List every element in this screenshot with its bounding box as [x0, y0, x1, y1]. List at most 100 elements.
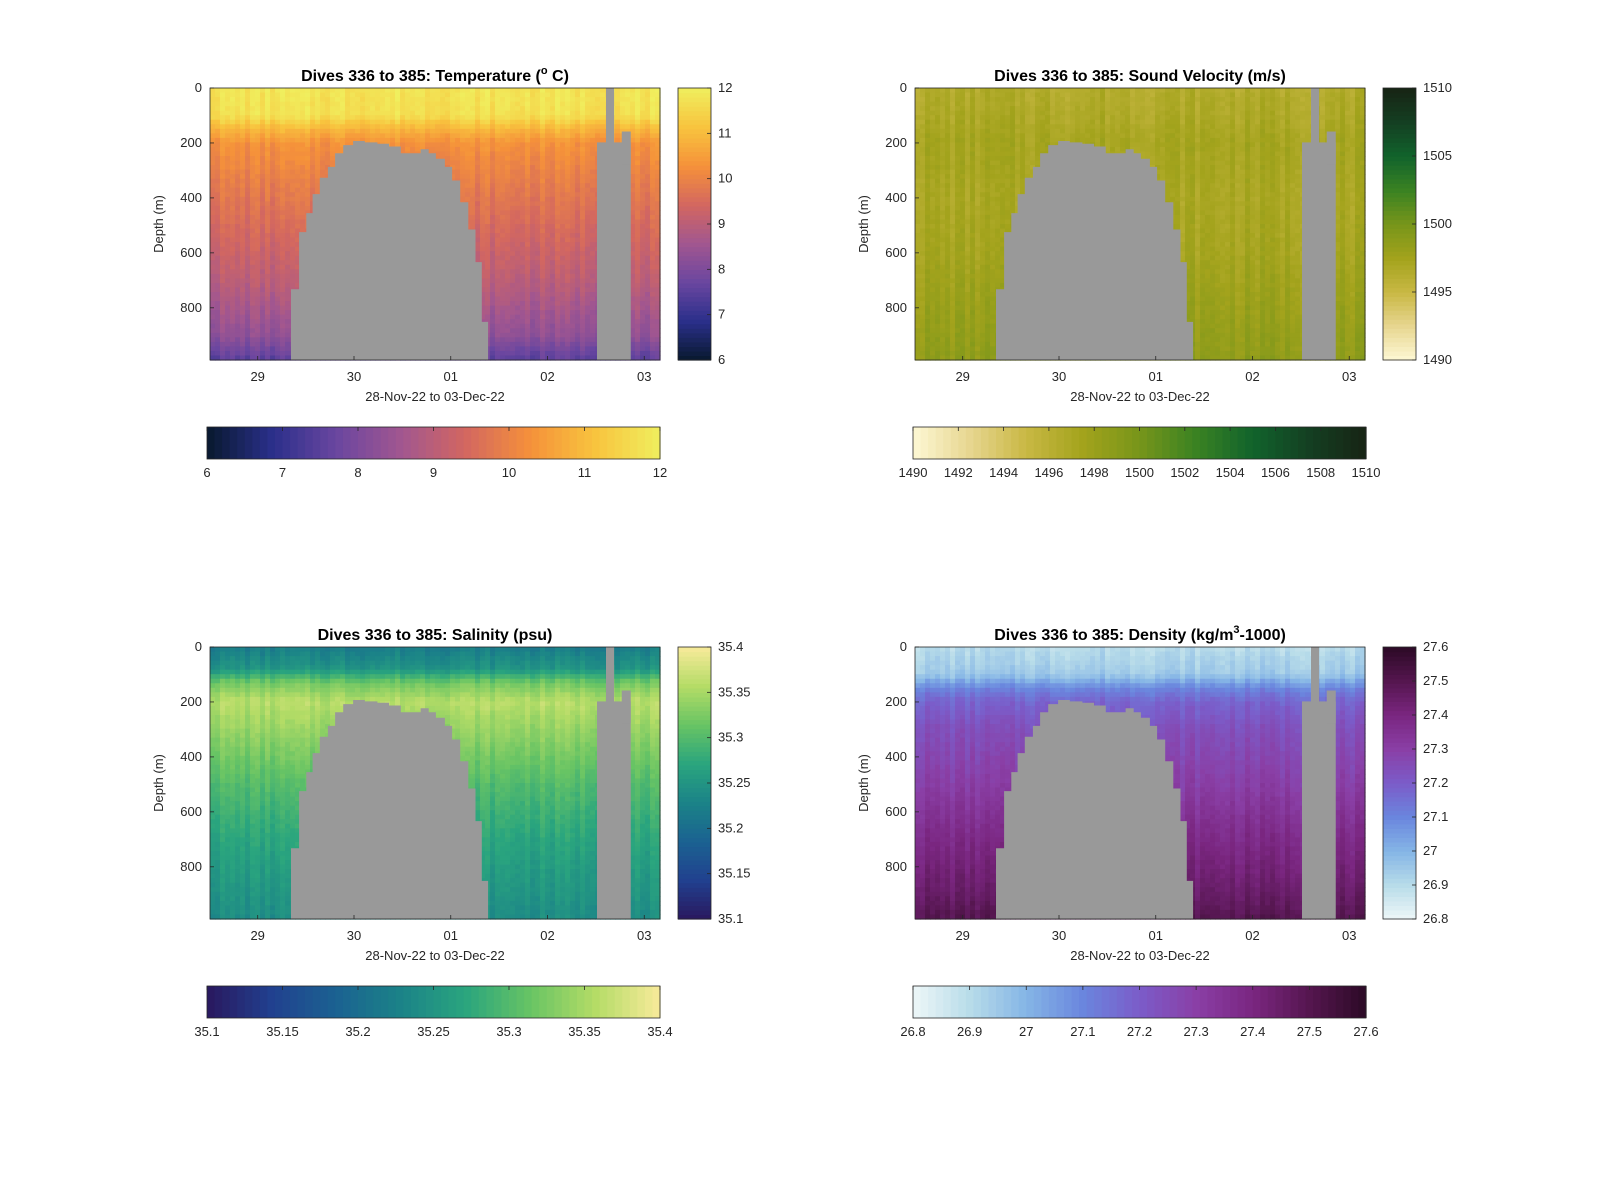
heatmap-cell	[475, 160, 481, 166]
heatmap-cell	[450, 101, 456, 107]
heatmap-cell	[310, 119, 316, 125]
heatmap-cell	[225, 169, 231, 175]
heatmap-cell	[515, 301, 521, 307]
heatmap-cell	[250, 124, 256, 130]
heatmap-cell	[455, 137, 461, 143]
heatmap-cell	[300, 110, 306, 116]
heatmap-cell	[485, 110, 491, 116]
heatmap-cell	[530, 251, 536, 257]
heatmap-cell	[580, 219, 586, 225]
heatmap-cell	[545, 192, 551, 198]
heatmap-cell	[490, 228, 496, 234]
heatmap-cell	[295, 92, 301, 98]
heatmap-cell	[265, 142, 271, 148]
heatmap-cell	[365, 128, 371, 134]
heatmap-cell	[265, 224, 271, 230]
heatmap-cell	[305, 92, 311, 98]
heatmap-cell	[550, 187, 556, 193]
heatmap-cell	[500, 178, 506, 184]
heatmap-cell	[525, 296, 531, 302]
heatmap-cell	[540, 124, 546, 130]
heatmap-cell	[530, 237, 536, 243]
heatmap-cell	[295, 183, 301, 189]
heatmap-cell	[510, 273, 516, 279]
heatmap-cell	[495, 242, 501, 248]
heatmap-cell	[340, 115, 346, 121]
heatmap-cell	[555, 251, 561, 257]
heatmap-cell	[240, 165, 246, 171]
heatmap-cell	[485, 214, 491, 221]
heatmap-cell	[260, 119, 266, 125]
heatmap-cell	[575, 214, 581, 221]
heatmap-cell	[570, 264, 576, 270]
heatmap-cell	[270, 169, 276, 175]
heatmap-cell	[585, 264, 591, 270]
heatmap-cell	[380, 106, 386, 112]
heatmap-cell	[525, 323, 531, 329]
heatmap-cell	[215, 314, 221, 320]
heatmap-cell	[300, 142, 306, 148]
heatmap-cell	[260, 97, 266, 103]
heatmap-cell	[480, 282, 486, 289]
heatmap-cell	[580, 142, 586, 148]
heatmap-cell	[230, 169, 236, 175]
heatmap-cell	[235, 251, 241, 257]
heatmap-cell	[225, 251, 231, 257]
heatmap-cell	[495, 246, 501, 252]
heatmap-cell	[505, 210, 511, 216]
heatmap-cell	[555, 124, 561, 130]
heatmap-cell	[585, 296, 591, 302]
heatmap-cell	[520, 151, 526, 157]
heatmap-cell	[265, 115, 271, 121]
heatmap-cell	[570, 196, 576, 202]
heatmap-cell	[525, 106, 531, 112]
heatmap-cell	[550, 196, 556, 202]
heatmap-cell	[265, 214, 271, 221]
heatmap-cell	[625, 106, 631, 112]
heatmap-cell	[570, 187, 576, 193]
heatmap-cell	[495, 106, 501, 112]
heatmap-cell	[225, 323, 231, 329]
heatmap-cell	[250, 174, 256, 180]
heatmap-cell	[355, 119, 361, 125]
heatmap-cell	[490, 214, 496, 221]
heatmap-cell	[555, 205, 561, 211]
heatmap-cell	[475, 88, 481, 94]
heatmap-cell	[465, 101, 471, 107]
heatmap-cell	[560, 201, 566, 207]
heatmap-cell	[410, 88, 416, 94]
heatmap-cell	[560, 264, 566, 270]
heatmap-cell	[525, 287, 531, 293]
heatmap-cell	[565, 124, 571, 130]
heatmap-cell	[245, 237, 251, 243]
heatmap-cell	[505, 228, 511, 234]
heatmap-cell	[270, 92, 276, 98]
heatmap-cell	[550, 350, 556, 357]
heatmap-cell	[415, 146, 421, 153]
heatmap-cell	[245, 146, 251, 153]
heatmap-cell	[230, 205, 236, 211]
heatmap-cell	[555, 310, 561, 316]
heatmap-cell	[535, 264, 541, 270]
heatmap-cell	[500, 151, 506, 157]
heatmap-cell	[230, 106, 236, 112]
heatmap-cell	[505, 305, 511, 311]
heatmap-cell	[520, 305, 526, 311]
heatmap-cell	[545, 183, 551, 189]
heatmap-cell	[555, 264, 561, 270]
heatmap-cell	[360, 88, 366, 94]
heatmap-cell	[325, 128, 331, 134]
heatmap-cell	[230, 146, 236, 153]
heatmap-cell	[275, 314, 281, 320]
heatmap-cell	[510, 224, 516, 230]
heatmap-cell	[290, 278, 296, 284]
heatmap-cell	[525, 233, 531, 239]
heatmap-cell	[235, 133, 241, 139]
heatmap-cell	[550, 292, 556, 298]
heatmap-cell	[410, 137, 416, 143]
heatmap-cell	[445, 146, 451, 153]
heatmap-cell	[585, 278, 591, 284]
heatmap-cell	[575, 228, 581, 234]
heatmap-cell	[535, 278, 541, 284]
heatmap-cell	[560, 192, 566, 198]
